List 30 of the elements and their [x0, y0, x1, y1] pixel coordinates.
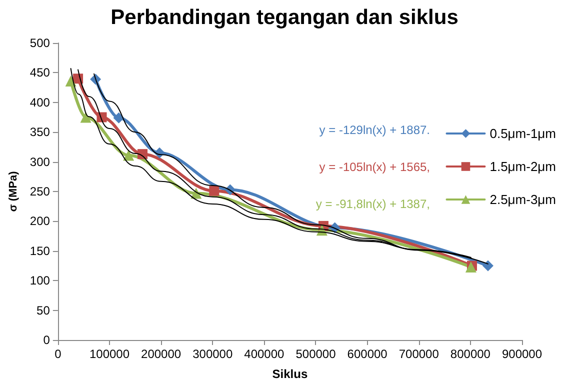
legend-label: 1.5μm-2μm: [490, 159, 556, 174]
x-tick-label: 700000: [398, 347, 440, 361]
y-tick-label: 200: [30, 214, 50, 228]
y-tick-label: 100: [30, 274, 50, 288]
y-tick-label: 400: [30, 95, 50, 110]
annotation: y = -105ln(x) + 1565,: [319, 160, 430, 174]
y-tick-label: 300: [30, 154, 50, 169]
chart-title: Perbandingan tegangan dan siklus: [110, 6, 458, 29]
y-tick-label: 150: [30, 244, 50, 258]
x-tick-label: 500000: [296, 347, 336, 361]
y-tick-label: 350: [30, 125, 50, 140]
x-tick-label: 600000: [347, 347, 388, 361]
x-tick-label: 100000: [89, 347, 130, 361]
annotation: y = -91,8ln(x) + 1387,: [316, 197, 430, 211]
legend-label: 2.5μm-3μm: [490, 192, 556, 207]
y-tick-label: 50: [36, 303, 50, 318]
x-tick-label: 300000: [192, 347, 233, 361]
x-tick-label: 0: [54, 347, 62, 361]
y-tick-label: 0: [43, 333, 50, 347]
y-tick-label: 500: [30, 36, 50, 50]
x-tick-label: 400000: [244, 347, 285, 361]
y-tick-label: 450: [30, 66, 50, 80]
y-axis-title: σ (MPa): [8, 170, 20, 212]
x-tick-label: 900000: [502, 347, 542, 361]
legend-label: 0.5μm-1μm: [490, 126, 556, 141]
annotation: y = -129ln(x) + 1887.: [319, 123, 430, 137]
x-axis-title: Siklus: [272, 367, 308, 381]
y-tick-label: 250: [30, 184, 50, 198]
x-tick-label: 800000: [450, 347, 491, 361]
x-tick-label: 200000: [141, 347, 182, 361]
